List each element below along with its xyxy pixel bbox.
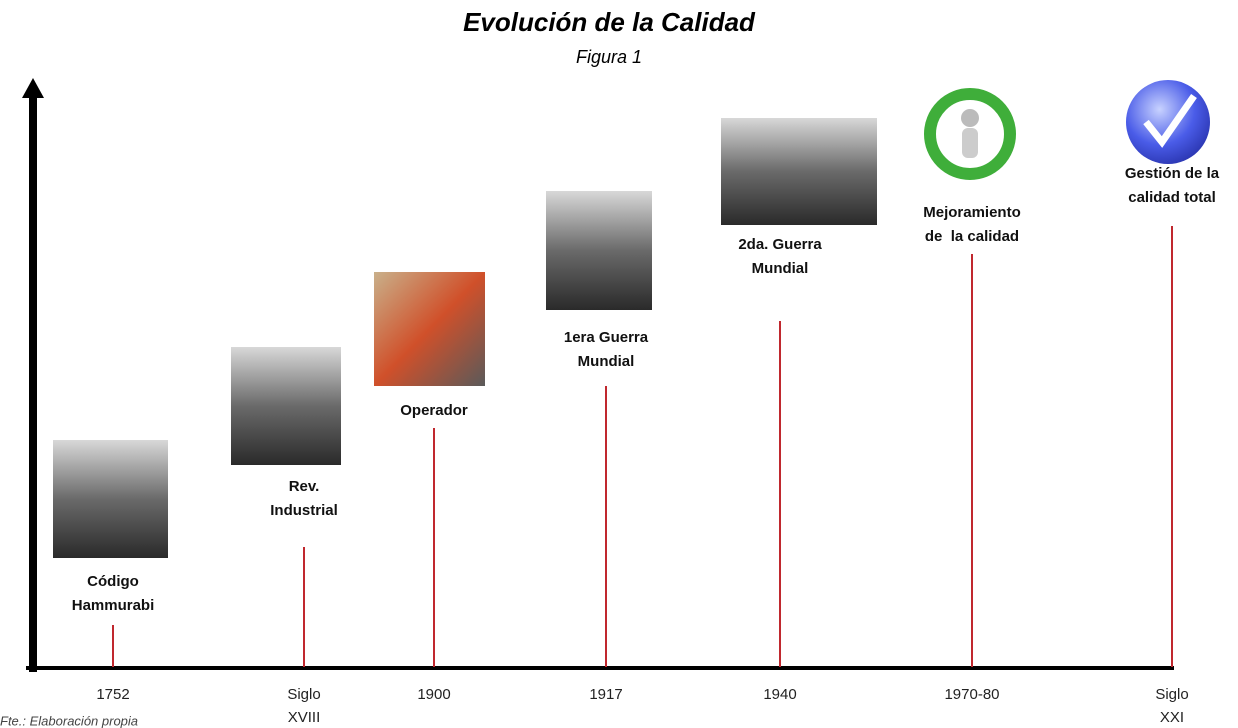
icon-figure: [961, 109, 979, 127]
event-label: Mundial: [752, 260, 809, 277]
event-date: 1900: [417, 686, 450, 703]
event-date: XXI: [1160, 709, 1184, 726]
photo: [721, 118, 877, 225]
photo: [546, 191, 652, 310]
event-date: 1940: [763, 686, 796, 703]
event-label: Operador: [400, 402, 468, 419]
axis-arrow: [22, 78, 44, 98]
event-label: Industrial: [270, 502, 338, 519]
icon-badge: [1126, 80, 1210, 164]
icon-figure-body: [962, 128, 978, 158]
icon-ring: [924, 88, 1016, 180]
event-label: Gestión de la: [1125, 165, 1220, 182]
event-label: Rev.: [289, 478, 320, 495]
event-date: Siglo: [1155, 686, 1188, 703]
photo: [231, 347, 341, 465]
event-date: 1752: [96, 686, 129, 703]
photo: [374, 272, 485, 386]
event-date: Siglo: [287, 686, 320, 703]
event-label: Mejoramiento: [923, 204, 1021, 221]
icon-check: [1143, 94, 1197, 148]
photo: [53, 440, 168, 558]
footer: Fte.: Elaboración propia: [0, 713, 138, 728]
event-label: 1era Guerra: [564, 329, 649, 346]
event-date: 1970-80: [944, 686, 999, 703]
event-label: Mundial: [578, 353, 635, 370]
title: Evolución de la Calidad: [463, 7, 756, 37]
event-label: de la calidad: [925, 228, 1019, 245]
subtitle: Figura 1: [576, 47, 642, 67]
event-date: XVIII: [288, 709, 321, 726]
event-label: Código: [87, 573, 139, 590]
event-date: 1917: [589, 686, 622, 703]
event-label: 2da. Guerra: [738, 236, 822, 253]
event-label: Hammurabi: [72, 597, 155, 614]
event-label: calidad total: [1128, 189, 1216, 206]
